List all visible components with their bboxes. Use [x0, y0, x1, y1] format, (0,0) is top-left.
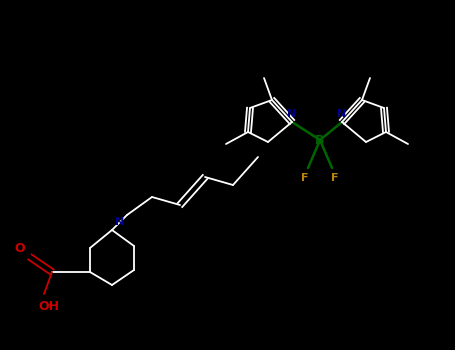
Text: F: F: [301, 173, 309, 183]
Text: N: N: [116, 217, 125, 227]
Text: OH: OH: [39, 300, 60, 313]
Text: N: N: [337, 109, 347, 119]
Text: B: B: [315, 133, 325, 147]
Text: F: F: [331, 173, 339, 183]
Text: N: N: [288, 109, 297, 119]
Text: O: O: [15, 243, 25, 256]
